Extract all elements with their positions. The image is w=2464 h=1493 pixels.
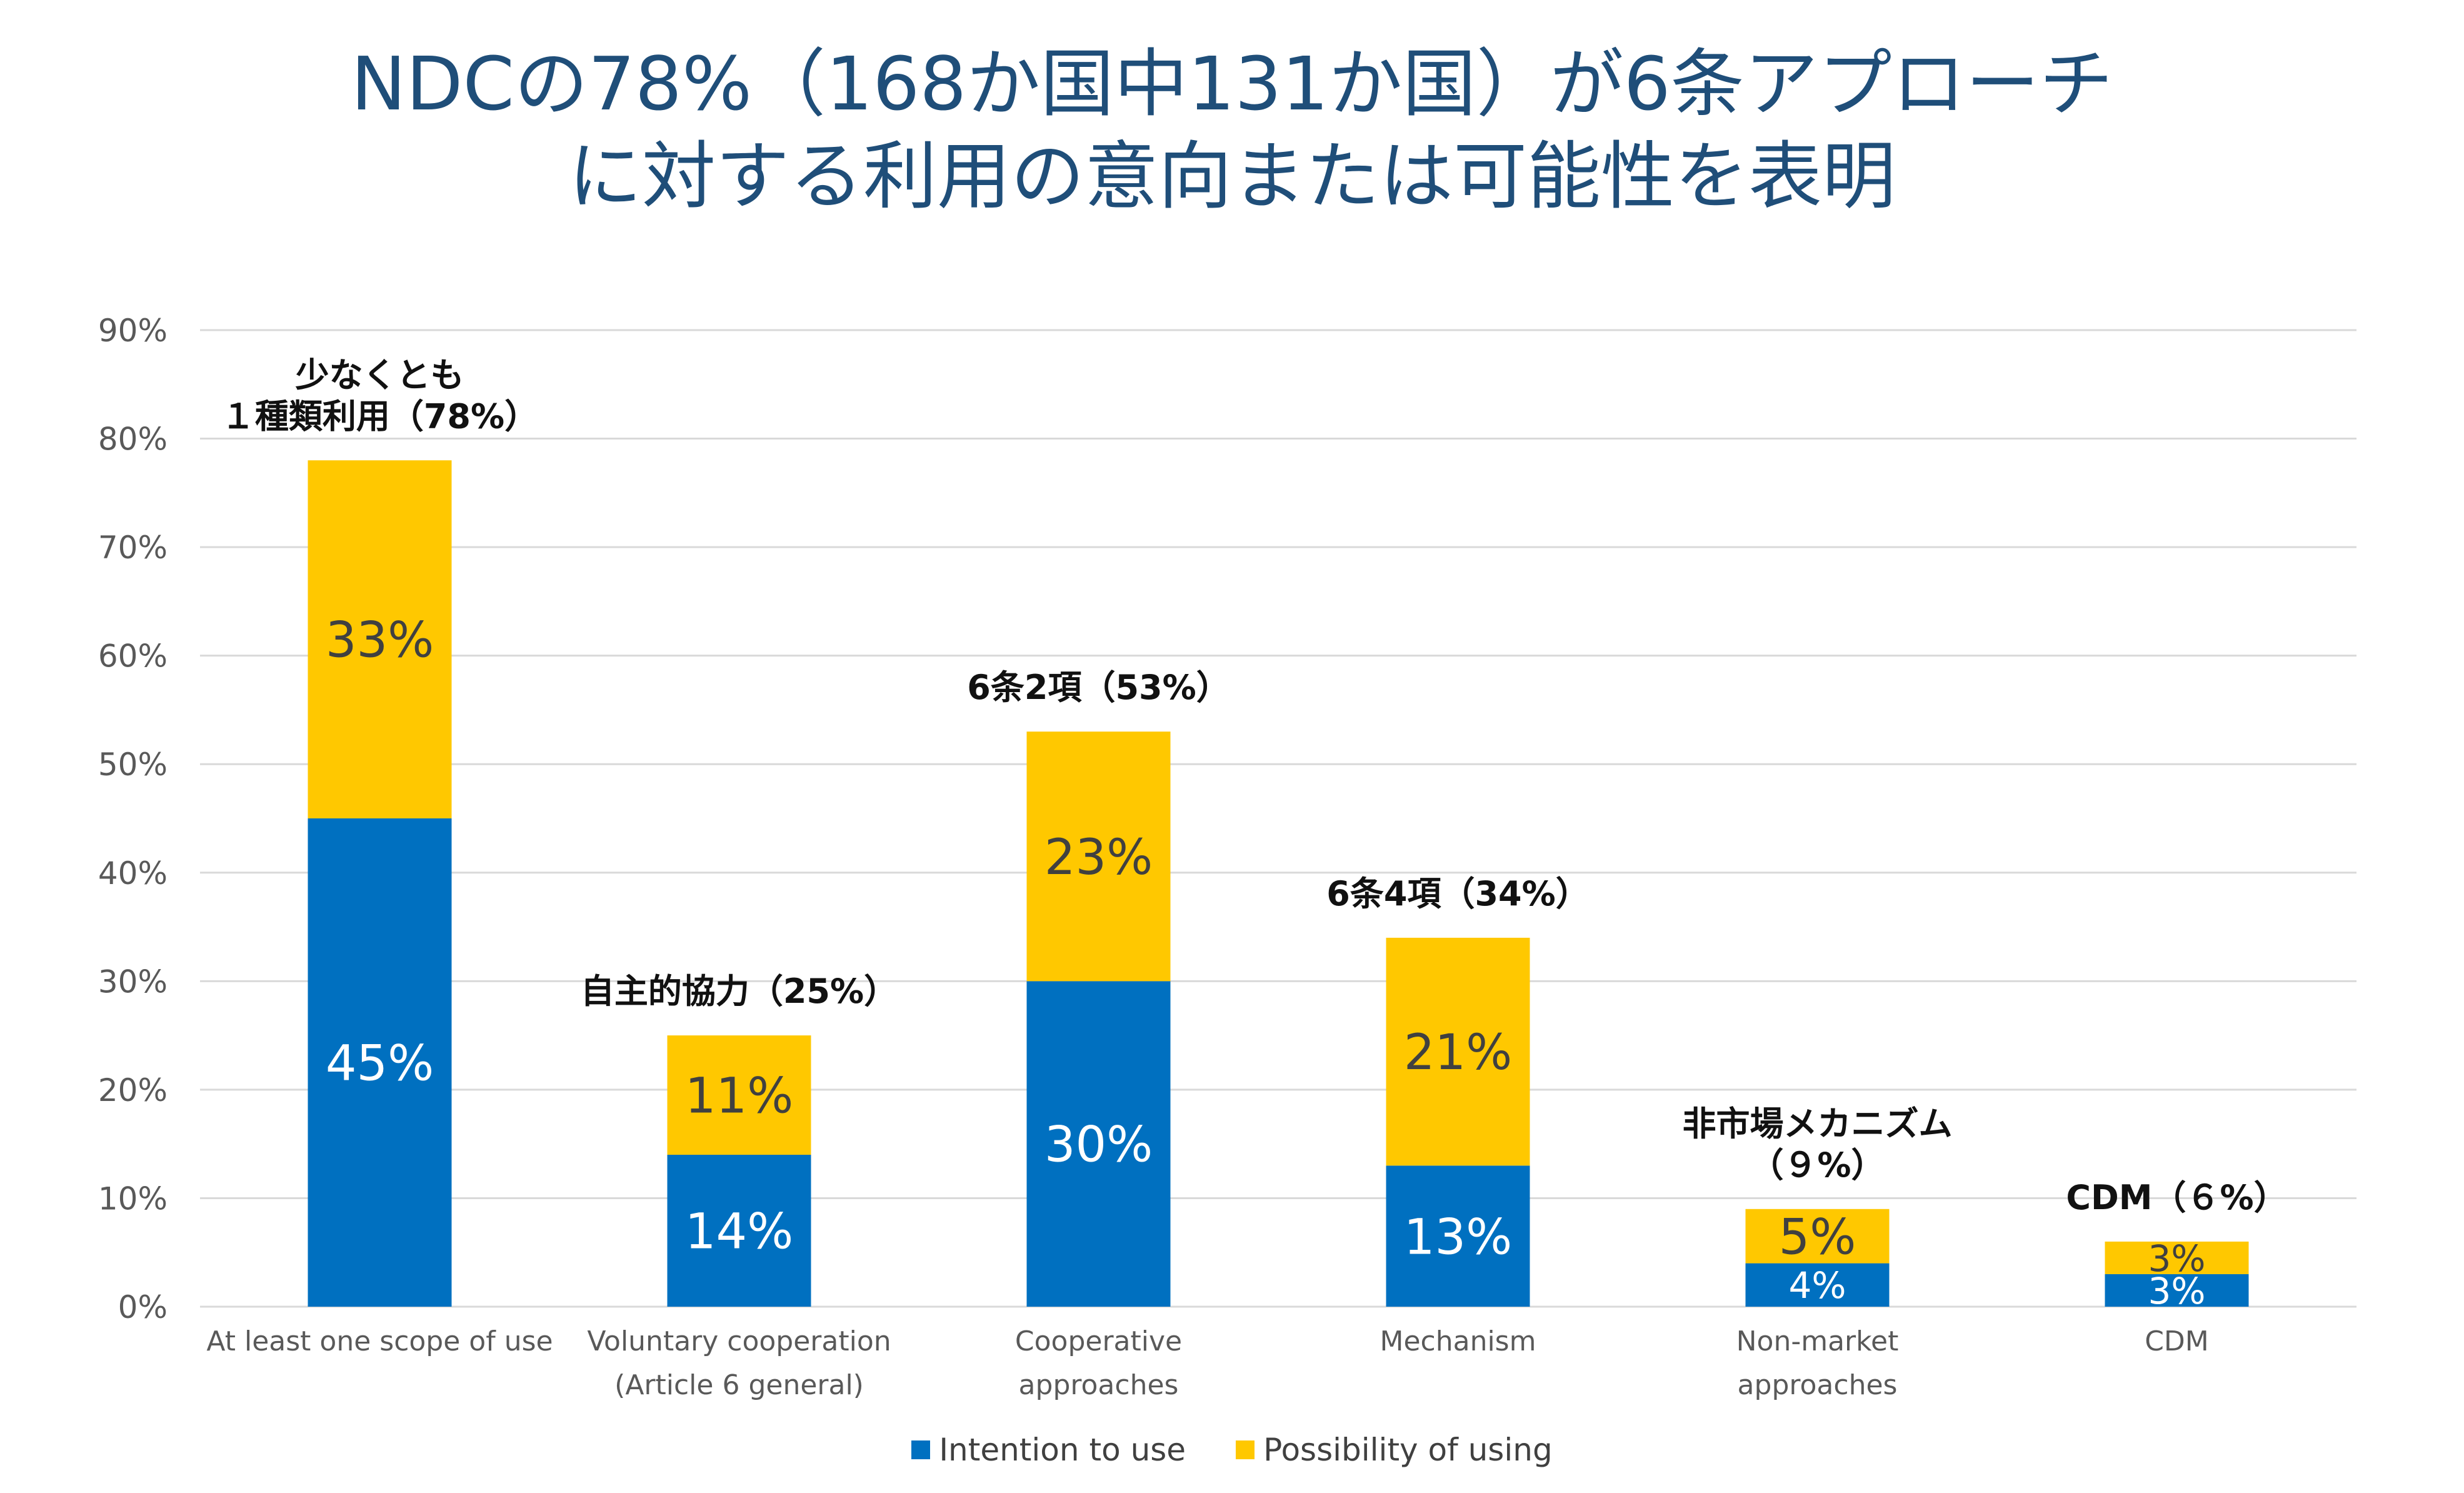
x-category-label: Non-market [1736,1325,1899,1357]
data-label-possibility: 11% [685,1068,793,1125]
y-tick-label: 0% [118,1289,168,1325]
chart-title: NDCの78%（168か国中131か国）が6条アプローチ に対する利用の意向また… [0,38,2464,223]
data-label-intention: 14% [685,1204,793,1260]
bar-annotation: 6条2項（53%） [967,668,1229,707]
bar-intention [667,1155,811,1307]
bar-annotation: CDM（６%） [2066,1178,2287,1217]
data-label-possibility: 3% [2148,1237,2205,1280]
legend-label-possibility: Possibility of using [1263,1432,1553,1468]
y-tick-label: 80% [98,421,168,458]
x-category-label: approaches [1019,1369,1179,1401]
bar-possibility [667,1035,811,1155]
x-category-label: Cooperative [1015,1325,1182,1357]
y-tick-label: 60% [98,638,168,675]
data-label-intention: 30% [1044,1117,1153,1174]
y-tick-label: 90% [98,313,168,349]
bar-possibility [308,460,452,818]
legend-swatch-intention [911,1440,931,1459]
y-tick-label: 50% [98,746,168,783]
bar-annotation: 非市場メカニズム [1683,1104,1953,1144]
bar-intention [308,818,452,1307]
bar-annotation: 自主的協力（25%） [581,972,898,1011]
bar-possibility [1386,937,1530,1166]
x-category-label: (Article 6 general) [614,1369,864,1401]
legend-swatch-possibility [1236,1440,1255,1459]
x-category-label: Voluntary cooperation [587,1325,891,1357]
data-label-possibility: 21% [1404,1025,1512,1081]
x-category-label: CDM [2145,1325,2209,1357]
bar-possibility [1026,731,1171,982]
bar-intention [1745,1263,1890,1307]
chart-title-line-2: に対する利用の意向または可能性を表明 [568,133,1896,219]
data-label-intention: 13% [1404,1209,1512,1265]
data-label-possibility: 33% [326,613,434,669]
bar-annotation: １種類利用（78%） [221,396,538,436]
bar-intention [1026,981,1171,1307]
x-category-label: At least one scope of use [206,1325,553,1357]
legend-item-intention: Intention to use [911,1432,1186,1468]
bar-annotation: （９%） [1750,1145,1885,1185]
x-category-label: approaches [1738,1369,1898,1401]
chart-title-line-1: NDCの78%（168か国中131か国）が6条アプローチ [351,41,2113,127]
x-category-label: Mechanism [1380,1325,1536,1357]
y-tick-label: 70% [98,530,168,566]
bar-possibility [1745,1209,1890,1264]
bar-annotation: 少なくとも [296,355,464,395]
bar-intention [1386,1165,1530,1307]
y-tick-label: 20% [98,1072,168,1108]
bar-possibility [2105,1241,2249,1274]
data-label-possibility: 23% [1044,830,1153,886]
y-tick-label: 30% [98,963,168,1000]
data-label-intention: 4% [1788,1264,1846,1307]
data-label-intention: 3% [2148,1270,2205,1312]
legend-label-intention: Intention to use [939,1432,1186,1468]
data-label-possibility: 5% [1779,1209,1856,1265]
bar-intention [2105,1274,2249,1307]
bar-annotation: 6条4項（34%） [1326,874,1589,913]
y-tick-label: 40% [98,855,168,892]
chart-legend: Intention to use Possibility of using [0,1432,2464,1468]
legend-item-possibility: Possibility of using [1236,1432,1553,1468]
data-label-intention: 45% [326,1036,434,1092]
y-tick-label: 10% [98,1180,168,1217]
